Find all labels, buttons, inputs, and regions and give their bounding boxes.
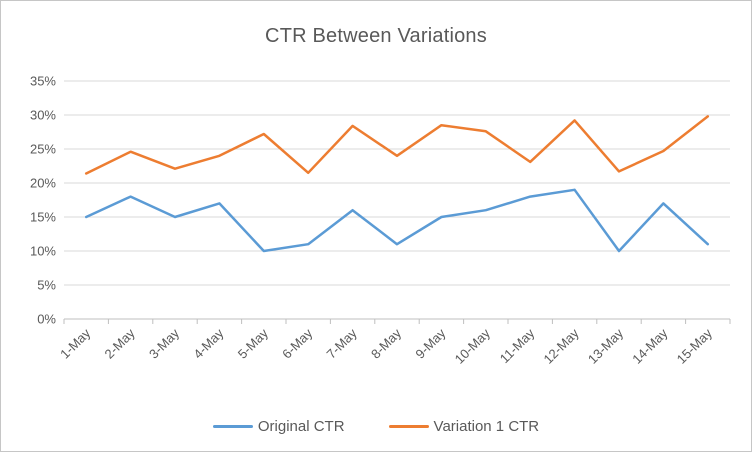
legend: Original CTR Variation 1 CTR bbox=[1, 418, 751, 435]
x-axis-label: 8-May bbox=[368, 325, 404, 361]
x-axis-label: 11-May bbox=[497, 325, 538, 366]
y-axis-label: 15% bbox=[30, 210, 56, 225]
y-axis-label: 25% bbox=[30, 142, 56, 157]
x-axis-label: 9-May bbox=[412, 325, 448, 361]
legend-label-original-ctr: Original CTR bbox=[257, 418, 345, 435]
x-axis-label: 5-May bbox=[235, 325, 271, 361]
y-axis-label: 0% bbox=[37, 312, 56, 327]
x-axis-label: 1-May bbox=[57, 325, 93, 361]
x-axis-label: 10-May bbox=[452, 325, 494, 367]
series-line-variation-1-ctr bbox=[84, 115, 710, 175]
y-axis-label: 20% bbox=[30, 176, 56, 191]
y-axis-label: 30% bbox=[30, 108, 56, 123]
x-axis-label: 15-May bbox=[674, 325, 716, 367]
y-axis-label: 10% bbox=[30, 244, 56, 259]
x-axis-label: 3-May bbox=[146, 325, 182, 361]
chart-title: CTR Between Variations bbox=[265, 25, 487, 47]
legend-item-original-ctr: Original CTR bbox=[212, 418, 345, 435]
legend-line-swatch-original bbox=[212, 425, 253, 428]
x-axis-label: 4-May bbox=[190, 325, 226, 361]
y-axis-label: 35% bbox=[30, 74, 56, 89]
legend-label-variation-1-ctr: Variation 1 CTR bbox=[433, 418, 540, 435]
x-axis-label: 2-May bbox=[102, 325, 138, 361]
legend-item-variation-1-ctr: Variation 1 CTR bbox=[388, 418, 540, 435]
x-axis-label: 7-May bbox=[324, 325, 360, 361]
legend-line-swatch-variation-1 bbox=[388, 425, 429, 428]
x-axis-label: 6-May bbox=[279, 325, 315, 361]
x-axis-label: 12-May bbox=[540, 325, 582, 367]
y-axis-label: 5% bbox=[37, 278, 56, 293]
series-line-original-ctr bbox=[84, 188, 710, 253]
x-axis-label: 14-May bbox=[629, 325, 671, 367]
x-axis-label: 13-May bbox=[585, 325, 627, 367]
